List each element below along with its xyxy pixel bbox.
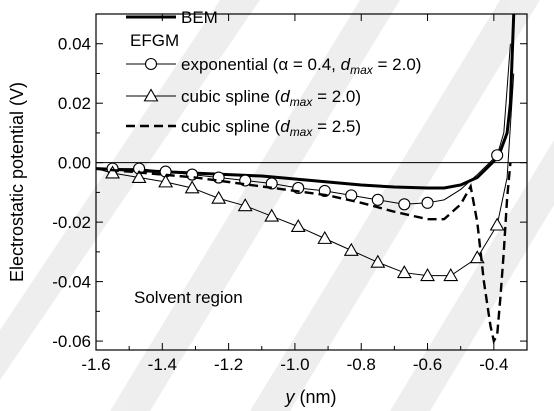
series-3-marker-1 <box>105 165 121 179</box>
series-3-marker-10 <box>343 242 359 256</box>
x-axis: -1.6 -1.4 -1.2 -1.0 -0.8 -0.6 -0.4 <box>81 14 508 374</box>
y-tick-label: 0.00 <box>58 154 91 173</box>
series-layer <box>96 14 516 345</box>
x-tick-label: -1.4 <box>148 355 177 374</box>
legend-label-4: cubic spline (dmax = 2.5) <box>181 117 361 139</box>
legend-label-2: exponential (α = 0.4, dmax = 2.0) <box>181 55 421 77</box>
series-3-marker-11 <box>370 254 386 268</box>
y-tick-label: -0.06 <box>52 332 91 351</box>
series-3-marker-12 <box>396 265 412 279</box>
legend-marker-2 <box>144 57 158 71</box>
series-3-marker-2 <box>131 169 147 183</box>
y-tick-label: -0.02 <box>52 213 91 232</box>
series-3-marker-7 <box>264 208 280 222</box>
series-3-marker-5 <box>211 190 227 204</box>
plot-frame <box>95 13 528 351</box>
x-tick-label: -1.2 <box>214 355 243 374</box>
series-line-4 <box>96 162 512 345</box>
series-3-marker-13 <box>420 268 435 282</box>
series-3-marker-16 <box>489 217 505 231</box>
x-tick-label: -1.6 <box>81 355 110 374</box>
y-axis-title: Electrostatic potential (V) <box>7 82 27 282</box>
series-3-marker-4 <box>184 180 200 194</box>
series-3-marker-8 <box>290 218 306 233</box>
x-tick-label: -0.6 <box>413 355 442 374</box>
legend-marker-3 <box>143 88 159 102</box>
series-2-marker-11 <box>371 193 384 206</box>
series-2-marker-14 <box>491 149 504 162</box>
y-tick-label: 0.04 <box>58 35 91 54</box>
x-axis-title: y (nm) <box>284 387 337 407</box>
series-line-1 <box>96 14 516 190</box>
series-3-marker-6 <box>237 198 253 212</box>
series-3-marker-14 <box>443 268 459 282</box>
series-2-marker-12 <box>398 198 411 211</box>
series-2-marker-13 <box>421 196 434 209</box>
legend-label-3: cubic spline (dmax = 2.0) <box>181 87 361 109</box>
y-axis: 0.04 0.02 0.00 -0.02 -0.04 -0.06 <box>52 35 527 351</box>
series-3-marker-9 <box>317 230 333 244</box>
legend-label-1: BEM <box>181 8 218 27</box>
x-tick-label: -0.4 <box>479 355 508 374</box>
series-3-marker-3 <box>158 174 174 188</box>
y-tick-label: 0.02 <box>58 94 91 113</box>
x-tick-label: -0.8 <box>347 355 376 374</box>
x-tick-label: -1.0 <box>280 355 309 374</box>
annotation-solvent-region: Solvent region <box>134 288 243 307</box>
legend-group-label: EFGM <box>130 31 179 50</box>
y-tick-label: -0.04 <box>52 273 91 292</box>
